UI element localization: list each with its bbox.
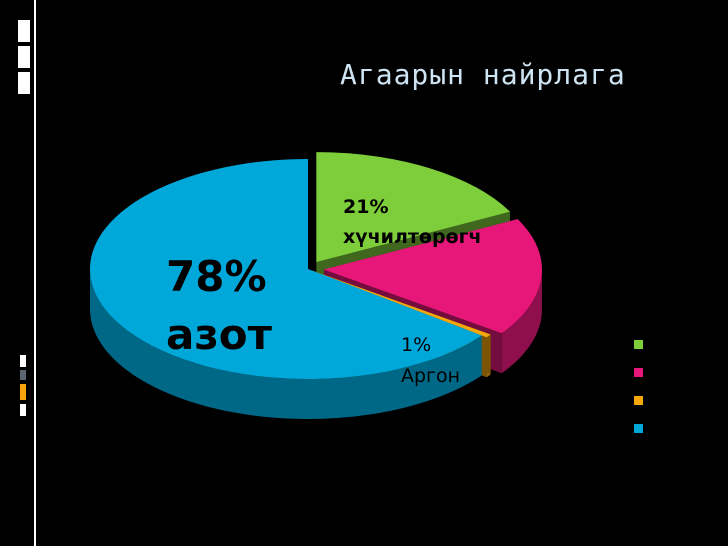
argon-data-label: 1% Аргон bbox=[401, 334, 461, 387]
pie-slice-3 bbox=[89, 158, 482, 379]
legend-item-2 bbox=[634, 396, 654, 408]
slide-title: Агаарын найрлага bbox=[340, 58, 626, 91]
deco-mark-gray bbox=[20, 370, 26, 380]
legend-item-0 bbox=[634, 340, 654, 352]
deco-mark-white bbox=[20, 355, 26, 367]
deco-block-2 bbox=[18, 72, 30, 94]
legend-item-1 bbox=[634, 368, 654, 380]
pie-slice-1 bbox=[323, 219, 542, 334]
deco-block-0 bbox=[18, 20, 30, 42]
deco-block-1 bbox=[18, 46, 30, 68]
legend-swatch-3 bbox=[634, 424, 643, 433]
deco-line bbox=[34, 0, 36, 546]
legend-swatch-2 bbox=[634, 396, 643, 405]
pie-slice-side-1 bbox=[501, 269, 542, 374]
deco-mark-white-2 bbox=[20, 404, 26, 416]
legend-item-3 bbox=[634, 424, 654, 436]
pie-slice-2 bbox=[312, 270, 491, 338]
pie-slice-side-3 bbox=[90, 269, 482, 419]
slide-side-decoration bbox=[18, 0, 36, 546]
chart-legend bbox=[634, 340, 654, 452]
pie-slice-0 bbox=[316, 152, 511, 263]
legend-swatch-1 bbox=[634, 368, 643, 377]
legend-swatch-0 bbox=[634, 340, 643, 349]
deco-mark-orange bbox=[20, 384, 26, 400]
nitrogen-data-label: 78% азот bbox=[166, 252, 272, 359]
oxygen-data-label: 21% хүчилтөрөгч bbox=[343, 196, 482, 248]
